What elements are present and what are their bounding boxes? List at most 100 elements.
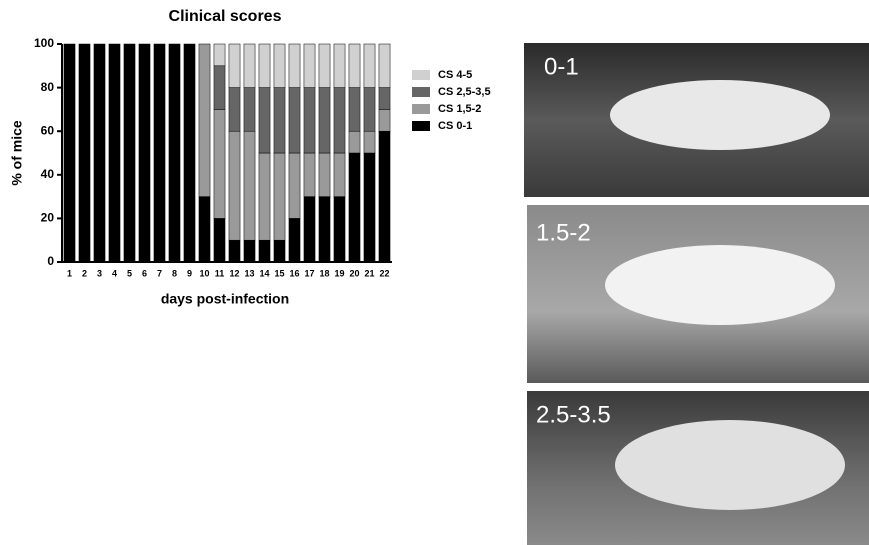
bar-segment <box>244 240 255 262</box>
legend-label: CS 2,5-3,5 <box>438 86 491 98</box>
legend-swatch <box>412 104 430 114</box>
bar-segment <box>259 240 270 262</box>
bar-segment <box>229 88 240 132</box>
x-tick-label: 8 <box>172 268 177 278</box>
x-tick-label: 4 <box>112 268 117 278</box>
x-tick-label: 15 <box>274 268 284 278</box>
x-tick-label: 18 <box>319 268 329 278</box>
bar-segment <box>274 153 285 240</box>
x-tick-label: 17 <box>304 268 314 278</box>
page: {"chart_data": {"type": "stacked-bar", "… <box>0 0 869 545</box>
x-tick-label: 19 <box>334 268 344 278</box>
bar-segment <box>304 153 315 197</box>
bar-segment <box>319 197 330 262</box>
bar-segment <box>199 197 210 262</box>
x-tick-label: 10 <box>199 268 209 278</box>
bar-segment <box>379 88 390 110</box>
bar-segment <box>184 44 195 262</box>
bar-segment <box>274 240 285 262</box>
chart-title: Clinical scores <box>169 8 282 25</box>
bar-segment <box>319 88 330 153</box>
y-tick-label: 20 <box>41 211 55 225</box>
legend-label: CS 1,5-2 <box>438 103 481 115</box>
x-tick-label: 20 <box>349 268 359 278</box>
y-tick-label: 80 <box>41 80 55 94</box>
bar-segment <box>349 153 360 262</box>
bar-segment <box>289 153 300 218</box>
photo-label: 0-1 <box>544 53 579 80</box>
x-tick-label: 7 <box>157 268 162 278</box>
bar-segment <box>214 44 225 66</box>
bar-segment <box>364 88 375 132</box>
bar-segment <box>64 44 75 262</box>
x-tick-label: 21 <box>364 268 374 278</box>
x-tick-label: 6 <box>142 268 147 278</box>
bar-segment <box>364 44 375 88</box>
bar-segment <box>334 153 345 197</box>
bar-segment <box>334 88 345 153</box>
x-tick-label: 12 <box>229 268 239 278</box>
bar-segment <box>214 109 225 218</box>
bar-segment <box>199 44 210 197</box>
bar-segment <box>274 44 285 88</box>
bar-segment <box>334 44 345 88</box>
bar-segment <box>349 131 360 153</box>
x-tick-label: 9 <box>187 268 192 278</box>
bar-segment <box>229 240 240 262</box>
x-tick-label: 5 <box>127 268 132 278</box>
bar-segment <box>244 131 255 240</box>
bar-segment <box>79 44 90 262</box>
x-tick-label: 22 <box>379 268 389 278</box>
bar-segment <box>319 44 330 88</box>
bar-segment <box>319 153 330 197</box>
x-axis-label: days post-infection <box>161 291 289 307</box>
bar-segment <box>154 44 165 262</box>
bar-segment <box>214 66 225 110</box>
bar-segment <box>334 197 345 262</box>
bar-segment <box>304 44 315 88</box>
bar-segment <box>379 131 390 262</box>
mouse-shape <box>610 80 830 150</box>
bar-segment <box>229 44 240 88</box>
bar-segment <box>364 153 375 262</box>
bar-segment <box>229 131 240 240</box>
legend-swatch <box>412 70 430 80</box>
y-tick-label: 0 <box>47 254 54 268</box>
legend-label: CS 4-5 <box>438 69 472 81</box>
bar-segment <box>244 88 255 132</box>
bar-segment <box>169 44 180 262</box>
bar-segment <box>259 88 270 153</box>
y-axis-label: % of mice <box>9 120 25 186</box>
x-tick-label: 13 <box>244 268 254 278</box>
bar-segment <box>274 88 285 153</box>
bar-segment <box>289 44 300 88</box>
bar-segment <box>379 109 390 131</box>
bar-segment <box>214 218 225 262</box>
legend-swatch <box>412 87 430 97</box>
mouse-shape <box>605 245 835 325</box>
bar-segment <box>259 44 270 88</box>
bar-segment <box>124 44 135 262</box>
x-tick-label: 3 <box>97 268 102 278</box>
x-tick-label: 11 <box>215 268 225 278</box>
x-tick-label: 1 <box>67 268 72 278</box>
y-tick-label: 60 <box>41 123 55 137</box>
x-tick-label: 14 <box>259 268 269 278</box>
figure: Clinical scores days post-infection % of… <box>0 0 869 545</box>
bar-segment <box>349 88 360 132</box>
bar-segment <box>364 131 375 153</box>
bar-segment <box>349 44 360 88</box>
bar-segment <box>139 44 150 262</box>
x-tick-label: 16 <box>289 268 299 278</box>
bar-segment <box>244 44 255 88</box>
photo-label: 2.5-3.5 <box>536 401 611 428</box>
y-tick-label: 100 <box>34 36 54 50</box>
mouse-shape <box>615 420 845 510</box>
bar-segment <box>304 88 315 153</box>
bar-segment <box>109 44 120 262</box>
bar-segment <box>259 153 270 240</box>
bar-segment <box>289 88 300 153</box>
legend-label: CS 0-1 <box>438 120 472 132</box>
x-tick-label: 2 <box>82 268 87 278</box>
bar-segment <box>94 44 105 262</box>
